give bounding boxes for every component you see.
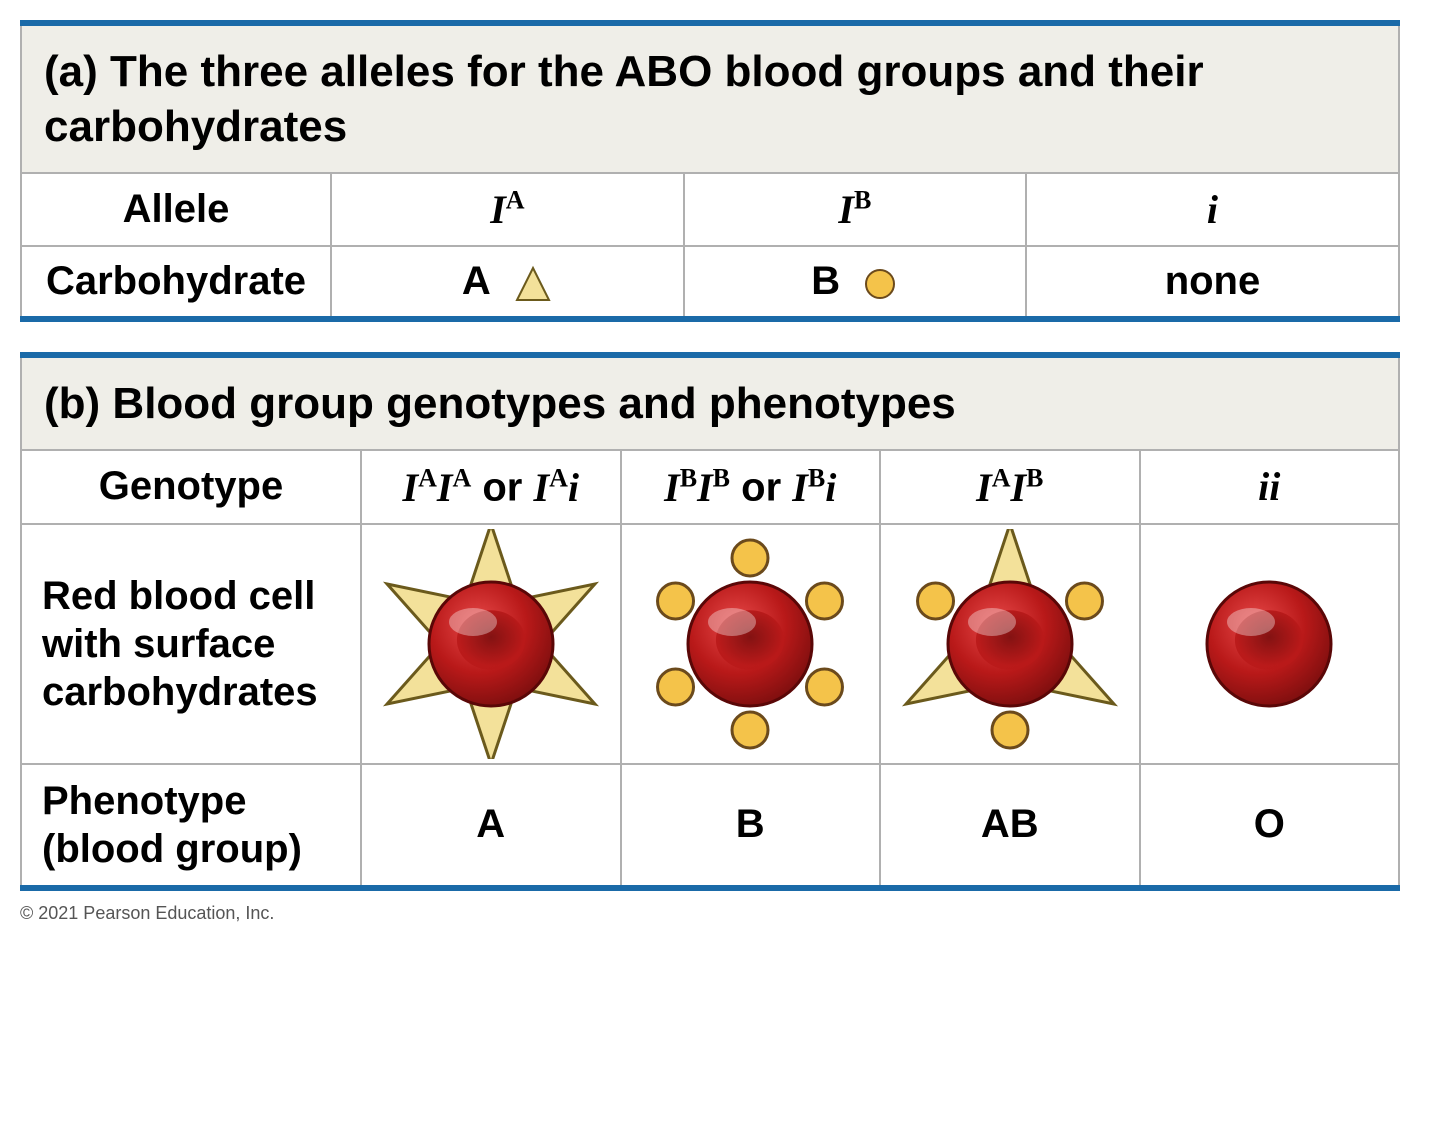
allele-cell-3: i — [1026, 173, 1399, 246]
rbc-cell-ab — [880, 524, 1140, 764]
rbc-icon — [376, 529, 606, 759]
title-b-text: Blood group genotypes and phenotypes — [112, 379, 955, 428]
circle-icon — [862, 266, 898, 302]
carb-cell-1: A — [331, 246, 684, 319]
allele-cell-2: IB — [684, 173, 1026, 246]
rbc-cell-o — [1140, 524, 1400, 764]
allele-cell-1: IA — [331, 173, 684, 246]
row-label-phenotype: Phenotype (blood group) — [21, 764, 361, 888]
title-a-prefix: (a) — [44, 47, 98, 96]
rbc-icon — [635, 529, 865, 759]
row-label-rbc: Red blood cell with surface carbohydrate… — [21, 524, 361, 764]
title-a-text: The three alleles for the ABO blood grou… — [44, 47, 1204, 151]
row-label-carb: Carbohydrate — [21, 246, 331, 319]
rbc-cell-b — [621, 524, 881, 764]
carb-cell-2: B — [684, 246, 1026, 319]
phenotype-2: B — [621, 764, 881, 888]
table-b-title: (b) Blood group genotypes and phenotypes — [21, 355, 1399, 450]
rbc-cell-a — [361, 524, 621, 764]
rbc-icon — [895, 529, 1125, 759]
row-label-allele: Allele — [21, 173, 331, 246]
title-b-prefix: (b) — [44, 379, 100, 428]
genotype-4: ii — [1140, 450, 1400, 523]
genotype-1: IAIA or IAi — [361, 450, 621, 523]
triangle-icon — [513, 264, 553, 304]
row-label-genotype: Genotype — [21, 450, 361, 523]
copyright-text: © 2021 Pearson Education, Inc. — [20, 903, 1420, 924]
genotype-3: IAIB — [880, 450, 1140, 523]
table-a-title: (a) The three alleles for the ABO blood … — [21, 23, 1399, 173]
genotype-2: IBIB or IBi — [621, 450, 881, 523]
table-a-alleles: (a) The three alleles for the ABO blood … — [20, 20, 1400, 322]
table-b-genotypes: (b) Blood group genotypes and phenotypes… — [20, 352, 1400, 890]
rbc-icon — [1154, 529, 1384, 759]
phenotype-3: AB — [880, 764, 1140, 888]
phenotype-4: O — [1140, 764, 1400, 888]
phenotype-1: A — [361, 764, 621, 888]
carb-cell-3: none — [1026, 246, 1399, 319]
